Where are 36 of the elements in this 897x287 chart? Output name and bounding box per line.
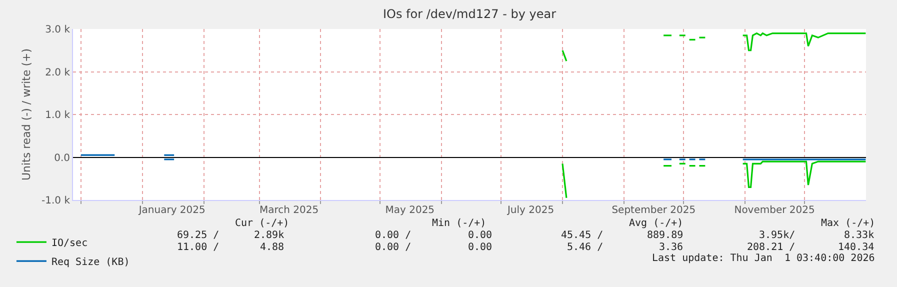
x-tick-label: November 2025 <box>734 205 815 216</box>
text: 140.34 <box>838 242 874 253</box>
text: 3.36 <box>659 242 684 253</box>
text: 889.89 <box>647 230 684 241</box>
y-tick-label: 0.0 <box>54 152 70 164</box>
text: Avg (-/+) <box>629 218 684 229</box>
x-tick-label: January 2025 <box>138 205 206 216</box>
x-tick-label: September 2025 <box>612 205 696 216</box>
text: 11.00 / <box>177 242 220 253</box>
text: 0.00 <box>468 230 492 241</box>
y-tick-label: 3.0 k <box>45 24 70 36</box>
y-tick-label: 2.0 k <box>45 67 70 78</box>
text: 0.00 <box>468 242 492 253</box>
text: 0.00 / <box>375 230 412 241</box>
text: 208.21 / <box>747 242 796 253</box>
text: 5.46 / <box>567 242 604 253</box>
y-tick-label: 1.0 k <box>45 110 70 121</box>
legend-label: IO/sec <box>51 238 88 249</box>
x-tick-label: May 2025 <box>385 205 435 216</box>
legend-label: Req Size (KB) <box>51 256 130 268</box>
text: 8.33k <box>844 230 874 241</box>
text: 0.00 / <box>375 242 412 253</box>
chart-title: IOs for /dev/md127 - by year <box>382 7 556 22</box>
text: Cur (-/+) <box>235 218 290 229</box>
x-tick-label: March 2025 <box>259 205 319 216</box>
text: 45.45 / <box>561 230 604 241</box>
text: 3.95k/ <box>759 230 796 241</box>
text: Last update: Thu Jan 1 03:40:00 2026 <box>652 253 875 264</box>
y-tick-label: -1.0 k <box>42 196 70 206</box>
x-tick-label: July 2025 <box>506 205 554 216</box>
text: Max (-/+) <box>821 218 876 229</box>
text: 2.89k <box>254 230 284 241</box>
text: 69.25 / <box>177 230 220 241</box>
text: Min (-/+) <box>432 218 486 229</box>
y-axis-title: Units read (-) / write (+) <box>20 48 34 181</box>
text: 4.88 <box>260 242 284 253</box>
